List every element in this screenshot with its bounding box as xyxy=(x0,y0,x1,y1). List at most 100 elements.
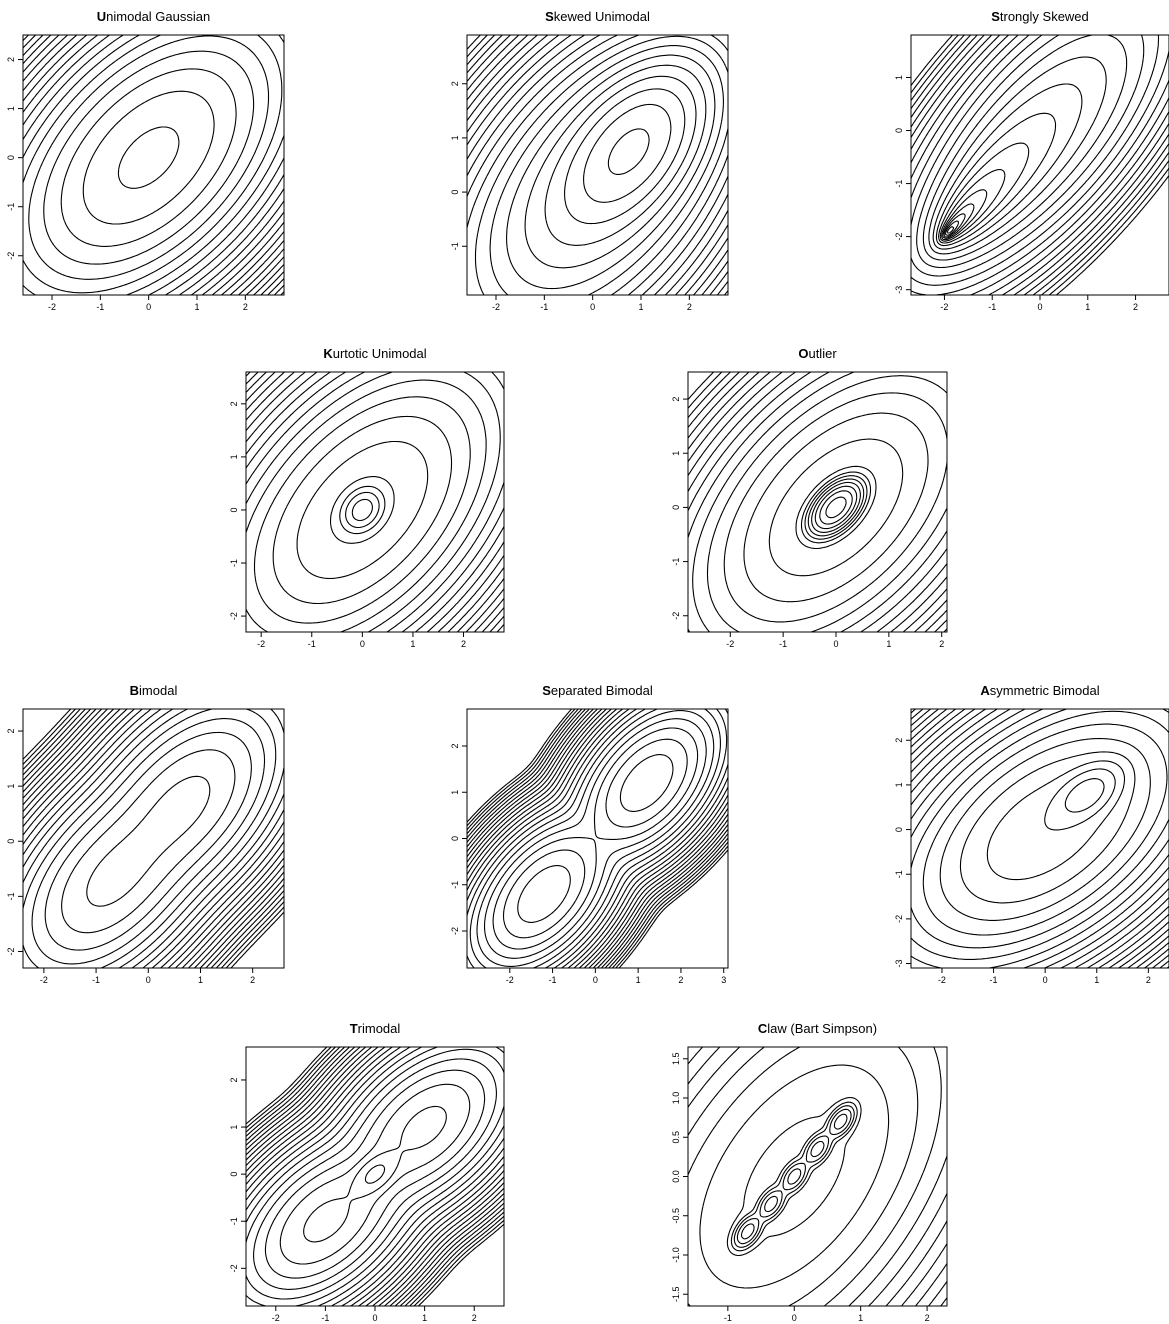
contour-line xyxy=(502,738,688,939)
contour-line xyxy=(467,709,728,968)
contour-line xyxy=(583,103,672,203)
contour-line xyxy=(246,372,504,632)
contour-line xyxy=(743,412,929,603)
contour-line xyxy=(1044,768,1116,831)
contour-line xyxy=(23,709,284,968)
contour-line xyxy=(246,1047,504,1306)
y-tick-label: 0.0 xyxy=(671,1170,681,1183)
contour-line xyxy=(688,372,947,632)
contour-line xyxy=(467,35,728,295)
x-tick-label: 1 xyxy=(422,1313,427,1323)
y-tick-label: 2 xyxy=(6,57,16,62)
contour-line xyxy=(345,491,380,529)
contour-line xyxy=(938,142,1030,244)
contour-line xyxy=(483,718,707,959)
contour-line xyxy=(467,35,496,66)
contour-line xyxy=(730,1101,858,1252)
y-tick-label: -2 xyxy=(6,252,16,260)
x-tick-label: 3 xyxy=(721,975,726,985)
x-tick-label: 0 xyxy=(833,639,838,649)
contour-line xyxy=(911,709,1169,968)
contour-line xyxy=(61,749,236,934)
contour-line xyxy=(911,709,1169,968)
y-tick-label: -2 xyxy=(671,612,681,620)
y-tick-label: 1 xyxy=(671,451,681,456)
contour-line xyxy=(23,709,284,968)
contour-line xyxy=(351,498,373,522)
contour-line xyxy=(23,35,283,294)
x-tick-label: -2 xyxy=(272,1313,280,1323)
contour-line xyxy=(467,709,728,968)
contour-line xyxy=(804,475,868,540)
contour-line xyxy=(688,1047,947,1306)
contour-line xyxy=(467,35,728,295)
panel-7: Separated Bimodal -2 -1 0 1 2 3 -2 -1 0 1 2 xyxy=(450,683,729,985)
contour-line xyxy=(467,35,728,295)
x-tick-label: -2 xyxy=(938,975,946,985)
contour-line xyxy=(688,1047,947,1306)
y-tick-label: -1.5 xyxy=(671,1286,681,1302)
contour-line xyxy=(23,709,284,968)
y-tick-label: -1 xyxy=(229,559,239,567)
contour-line xyxy=(246,1047,504,1306)
contour-line xyxy=(607,128,650,175)
contour-line xyxy=(246,372,501,632)
contour-line xyxy=(942,203,975,239)
y-tick-label: 1 xyxy=(450,790,460,795)
contour-line xyxy=(253,396,471,624)
panel-title: Unimodal Gaussian xyxy=(97,9,210,24)
contour-line xyxy=(911,709,1169,968)
x-tick-label: 1 xyxy=(886,639,891,649)
x-tick-label: 1 xyxy=(194,302,199,312)
contour-line xyxy=(911,709,1169,968)
contour-line xyxy=(23,709,284,968)
contour-line xyxy=(922,723,1168,936)
x-tick-label: -1 xyxy=(92,975,100,985)
contour-line xyxy=(82,90,215,225)
contour-line xyxy=(246,372,504,632)
contour-line xyxy=(467,709,728,968)
x-tick-label: 2 xyxy=(472,1313,477,1323)
contour-line xyxy=(544,75,697,246)
contour-line xyxy=(246,372,504,632)
contour-line xyxy=(264,1069,486,1279)
contour-line xyxy=(688,372,947,632)
x-tick-label: -2 xyxy=(726,639,734,649)
contour-line xyxy=(272,415,453,605)
contour-line xyxy=(31,718,266,965)
contour-line xyxy=(60,68,237,247)
contour-lines xyxy=(911,709,1169,968)
x-tick-label: 2 xyxy=(939,639,944,649)
contour-line xyxy=(23,709,284,968)
contour-line xyxy=(469,709,721,968)
contour-line xyxy=(768,438,904,577)
y-tick-label: -2 xyxy=(450,927,460,935)
contour-line xyxy=(688,372,947,632)
contour-line xyxy=(246,1047,504,1306)
y-tick-label: -2 xyxy=(894,915,904,923)
x-tick-label: -1 xyxy=(308,639,316,649)
contour-line xyxy=(23,35,284,295)
y-tick-label: 1 xyxy=(6,784,16,789)
y-tick-label: -2 xyxy=(229,612,239,620)
contour-line xyxy=(467,709,728,968)
contour-line xyxy=(23,709,284,968)
x-tick-label: 2 xyxy=(687,302,692,312)
y-tick-label: -1 xyxy=(6,892,16,900)
plot-frame xyxy=(466,708,729,969)
x-tick-label: 0 xyxy=(792,1313,797,1323)
panel-9: Trimodal -2 -1 0 1 2 -2 -1 0 1 2 xyxy=(229,1021,505,1323)
x-tick-label: 2 xyxy=(243,302,248,312)
contour-line xyxy=(23,709,284,968)
contour-line xyxy=(688,372,947,632)
contour-line xyxy=(1064,778,1105,813)
panel-title: Claw (Bart Simpson) xyxy=(758,1021,877,1036)
y-tick-label: 0.5 xyxy=(671,1131,681,1144)
contour-line xyxy=(740,1113,848,1240)
contour-line xyxy=(476,710,715,967)
x-tick-label: 1 xyxy=(636,975,641,985)
contour-line xyxy=(329,476,395,544)
y-tick-label: -1 xyxy=(229,1217,239,1225)
contour-line xyxy=(246,372,504,632)
contour-line xyxy=(23,35,284,295)
